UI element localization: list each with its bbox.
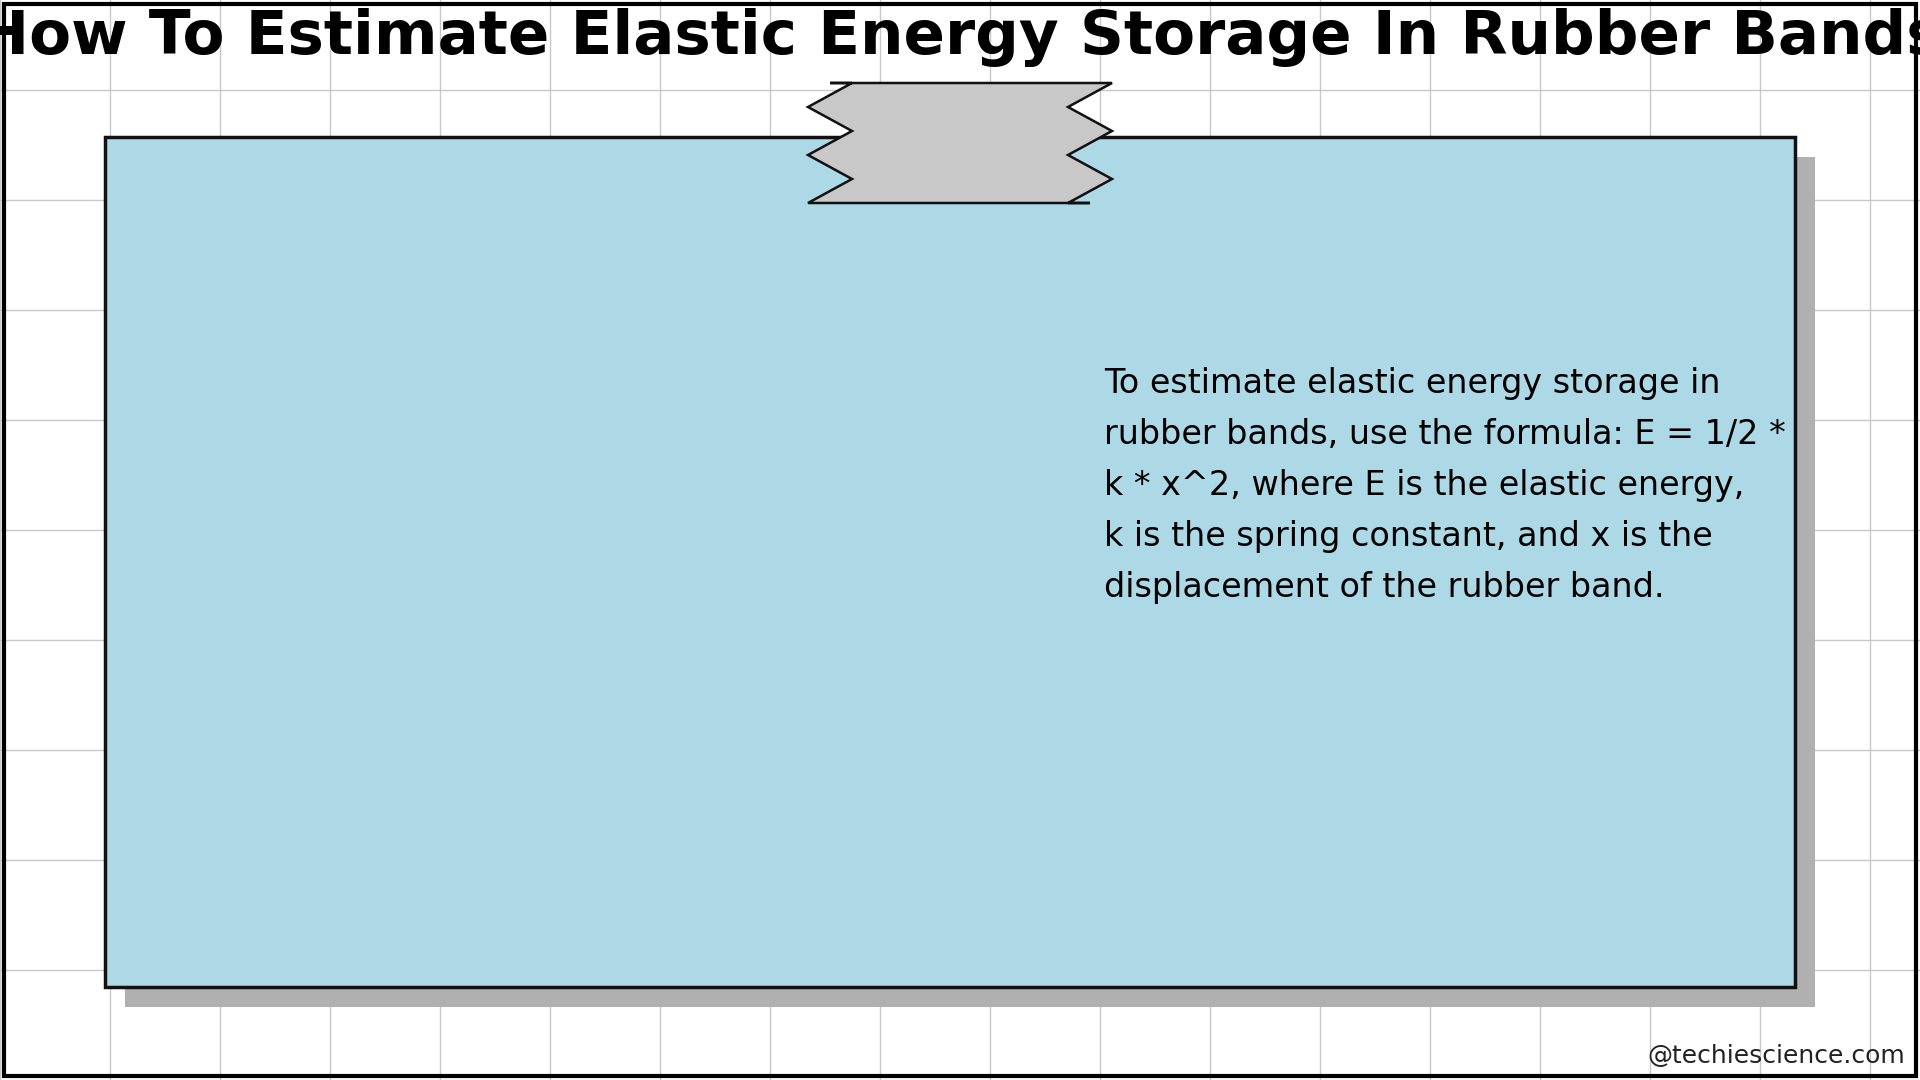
Text: @techiescience.com: @techiescience.com [1647,1044,1905,1068]
Text: How To Estimate Elastic Energy Storage In Rubber Bands: How To Estimate Elastic Energy Storage I… [0,8,1920,67]
Text: To estimate elastic energy storage in
rubber bands, use the formula: E = 1/2 *
k: To estimate elastic energy storage in ru… [1104,366,1786,605]
Polygon shape [808,83,1112,203]
Bar [106,137,1795,987]
Bar [125,157,1814,1007]
